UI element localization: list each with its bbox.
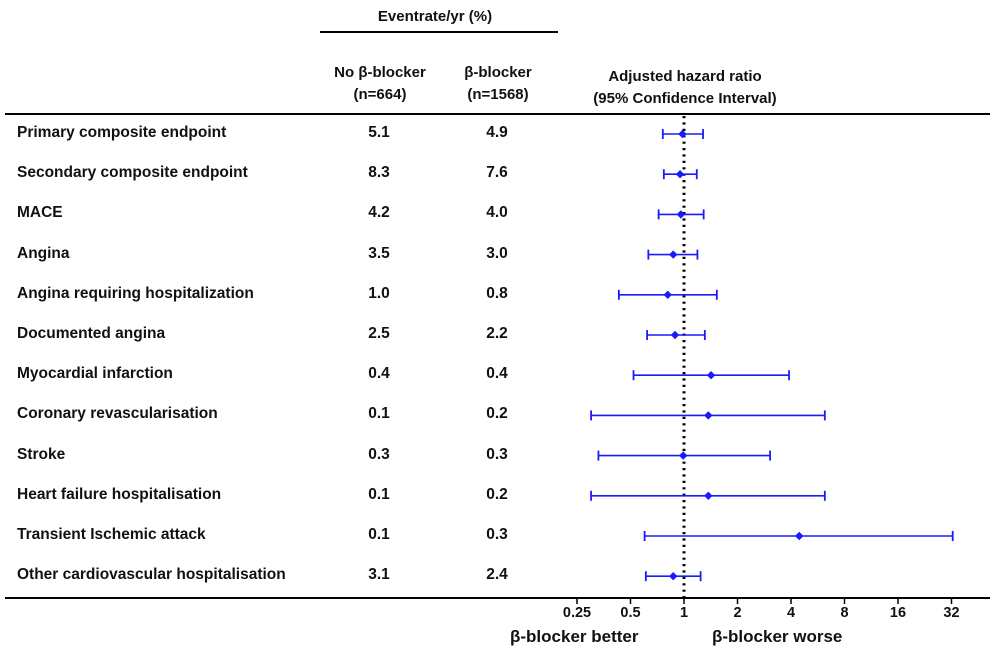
rate-no-bb: 0.1 — [368, 485, 390, 503]
hr-marker — [706, 371, 716, 380]
rate-no-bb: 0.3 — [368, 445, 390, 463]
col-no-bb-header: No β-blocker (n=664) — [318, 62, 442, 106]
col-hr-header: Adjusted hazard ratio (95% Confidence In… — [565, 66, 805, 110]
row-label: Heart failure hospitalisation — [17, 485, 222, 503]
rate-bb: 2.4 — [486, 566, 508, 584]
col-bb-title: β-blocker — [464, 64, 532, 81]
x-tick-label: 4 — [787, 605, 795, 621]
row-label: Stroke — [17, 445, 66, 463]
row-label: Transient Ischemic attack — [17, 526, 206, 543]
rate-bb: 2.2 — [486, 325, 508, 342]
row-label: MACE — [17, 204, 63, 222]
row-label: Other cardiovascular hospitalisation — [17, 566, 286, 584]
group-title: Eventrate/yr (%) — [377, 8, 493, 25]
rate-no-bb: 3.1 — [368, 566, 390, 584]
rate-no-bb: 0.1 — [368, 526, 390, 543]
rate-bb: 0.4 — [486, 365, 508, 383]
x-tick-label: 0.5 — [620, 605, 640, 621]
rate-no-bb: 1.0 — [368, 284, 390, 302]
col-hr-ci: (95% Confidence Interval) — [593, 90, 777, 107]
hr-marker — [704, 491, 713, 500]
col-bb-header: β-blocker (n=1568) — [445, 62, 551, 106]
row-label: Secondary composite endpoint — [17, 164, 248, 182]
col-bb-n: (n=1568) — [467, 86, 529, 103]
rate-bb: 7.6 — [486, 164, 508, 182]
x-tick-label: 1 — [680, 605, 688, 621]
rate-bb: 4.9 — [486, 124, 508, 141]
rate-bb: 0.2 — [486, 485, 508, 503]
hr-marker — [678, 129, 687, 139]
label-bb-better: β-blocker better — [510, 627, 639, 646]
rate-no-bb: 3.5 — [368, 244, 390, 262]
row-label: Angina — [17, 244, 70, 262]
rate-no-bb: 0.1 — [368, 405, 390, 423]
rate-bb: 0.8 — [486, 284, 508, 302]
row-label: Primary composite endpoint — [17, 124, 227, 141]
x-tick-label: 16 — [890, 605, 906, 621]
rate-bb: 4.0 — [486, 204, 508, 222]
rate-no-bb: 0.4 — [368, 365, 390, 383]
hr-marker — [670, 330, 680, 340]
x-tick-label: 0.25 — [563, 605, 591, 621]
rate-no-bb: 5.1 — [368, 124, 390, 141]
hr-marker — [675, 170, 685, 179]
rate-bb: 3.0 — [486, 244, 508, 262]
x-tick-label: 32 — [943, 605, 959, 621]
row-label: Coronary revascularisation — [17, 405, 218, 423]
row-label: Myocardial infarction — [17, 365, 173, 383]
hr-marker — [663, 290, 672, 299]
rate-no-bb: 8.3 — [368, 164, 390, 182]
row-label: Documented angina — [17, 325, 166, 342]
col-no-bb-n: (n=664) — [353, 86, 407, 103]
x-tick-label: 2 — [733, 605, 741, 621]
row-label: Angina requiring hospitalization — [17, 284, 254, 302]
rate-bb: 0.2 — [486, 405, 508, 423]
rate-bb: 0.3 — [486, 445, 508, 463]
rate-bb: 0.3 — [486, 526, 508, 543]
footer-rule — [5, 597, 990, 599]
rate-no-bb: 2.5 — [368, 325, 390, 342]
group-title-rule — [320, 31, 558, 33]
hr-marker — [704, 411, 713, 420]
hr-marker — [795, 531, 804, 541]
header-rule — [5, 113, 990, 115]
rate-no-bb: 4.2 — [368, 204, 390, 222]
x-tick-label: 8 — [840, 605, 848, 621]
label-bb-worse: β-blocker worse — [712, 627, 843, 646]
hr-marker — [669, 250, 678, 259]
col-hr-title: Adjusted hazard ratio — [608, 68, 762, 85]
hr-marker — [676, 210, 686, 219]
hr-marker — [679, 451, 688, 460]
hr-marker — [669, 572, 678, 581]
col-no-bb-title: No β-blocker — [334, 64, 426, 81]
